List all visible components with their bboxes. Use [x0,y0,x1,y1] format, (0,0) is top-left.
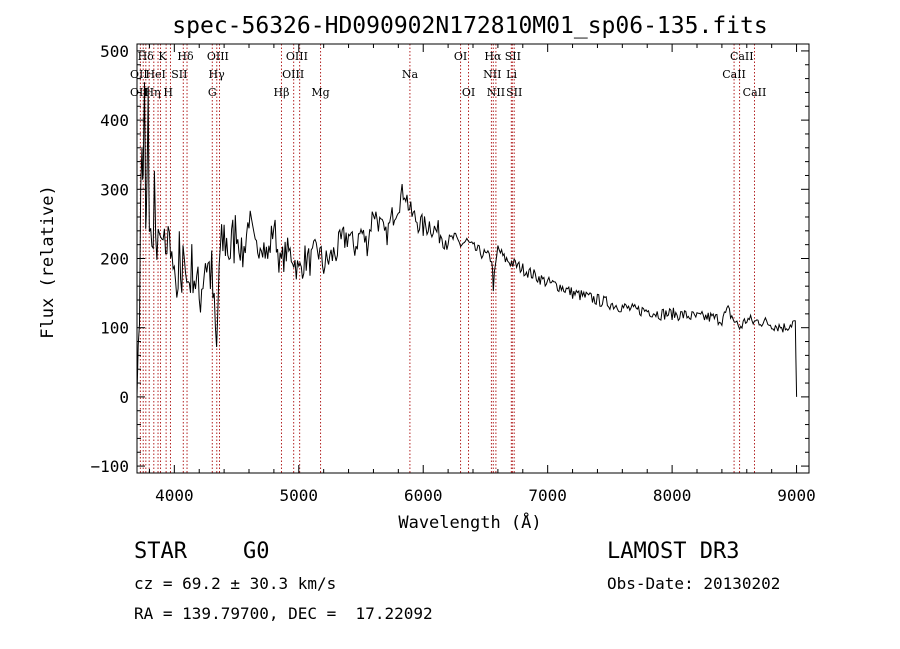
x-tick-label: 9000 [777,486,816,505]
chart-title: spec-56326-HD090902N172810M01_sp06-135.f… [172,13,767,39]
flux-series-line [136,82,798,397]
plot-frame [136,43,810,474]
x-tick-label: 5000 [280,486,319,505]
spectral-line-label: K [158,50,167,63]
spectral-line-label: CaII [730,50,754,63]
spectral-line-label: Mg [311,86,329,99]
spectral-line-label: Hβ [274,86,290,99]
spectral-line-label: OI [462,86,475,99]
spectral-line-label: Li [506,68,517,81]
spectral-line-label: NII [487,86,505,99]
spectral-line-markers [139,44,755,473]
y-tick-label: −100 [90,457,129,476]
spectral-line-label: Na [402,68,419,81]
spectral-line-label: OIII [207,50,229,63]
coordinates: RA = 139.79700, DEC = 17.22092 [134,604,433,623]
spectral-subclass: G0 [243,539,270,564]
spectral-line-label: Hη [144,86,160,99]
x-tick-label: 8000 [653,486,692,505]
spectral-line-label: SII [171,68,187,81]
spectral-line-label: Hδ [138,50,155,63]
y-tick-label: 0 [119,388,129,407]
y-tick-label: 400 [100,111,129,130]
spectral-line-label: Hα [484,50,502,63]
y-axis-label: Flux (relative) [38,185,58,339]
y-tick-label: 500 [100,42,129,61]
y-axis-ticks: −100 0 100 200 300 400 500 [90,42,809,476]
x-axis-ticks: 4000 5000 6000 7000 8000 9000 [148,44,816,505]
spectral-line-label: G [208,86,217,99]
x-tick-label: 4000 [155,486,194,505]
observation-date: Obs-Date: 20130202 [607,574,781,593]
redshift-cz: cz = 69.2 ± 30.3 km/s [134,574,337,593]
spectral-line-label: HeI [145,68,165,81]
spectral-line-label: Hγ [209,68,226,81]
spectral-line-label: OIII [282,68,304,81]
x-tick-label: 6000 [404,486,443,505]
y-tick-label: 300 [100,180,129,199]
spectral-line-label: SII [505,50,521,63]
spectral-line-label: OIII [286,50,308,63]
spectral-line-label: SII [506,86,522,99]
spectral-line-label: OI [454,50,467,63]
spectral-line-label: CaII [722,68,746,81]
y-tick-label: 100 [100,319,129,338]
spectral-line-label: Hδ [177,50,194,63]
x-axis-label: Wavelength (Å) [398,511,541,533]
spectral-line-label: OII [130,68,148,81]
object-class: STAR [134,539,187,564]
spectral-line-label: CaII [743,86,767,99]
survey-name: LAMOST DR3 [607,539,740,564]
spectral-line-label: H [163,86,173,99]
spectral-line-label: NII [483,68,501,81]
y-tick-label: 200 [100,250,129,269]
x-tick-label: 7000 [528,486,567,505]
